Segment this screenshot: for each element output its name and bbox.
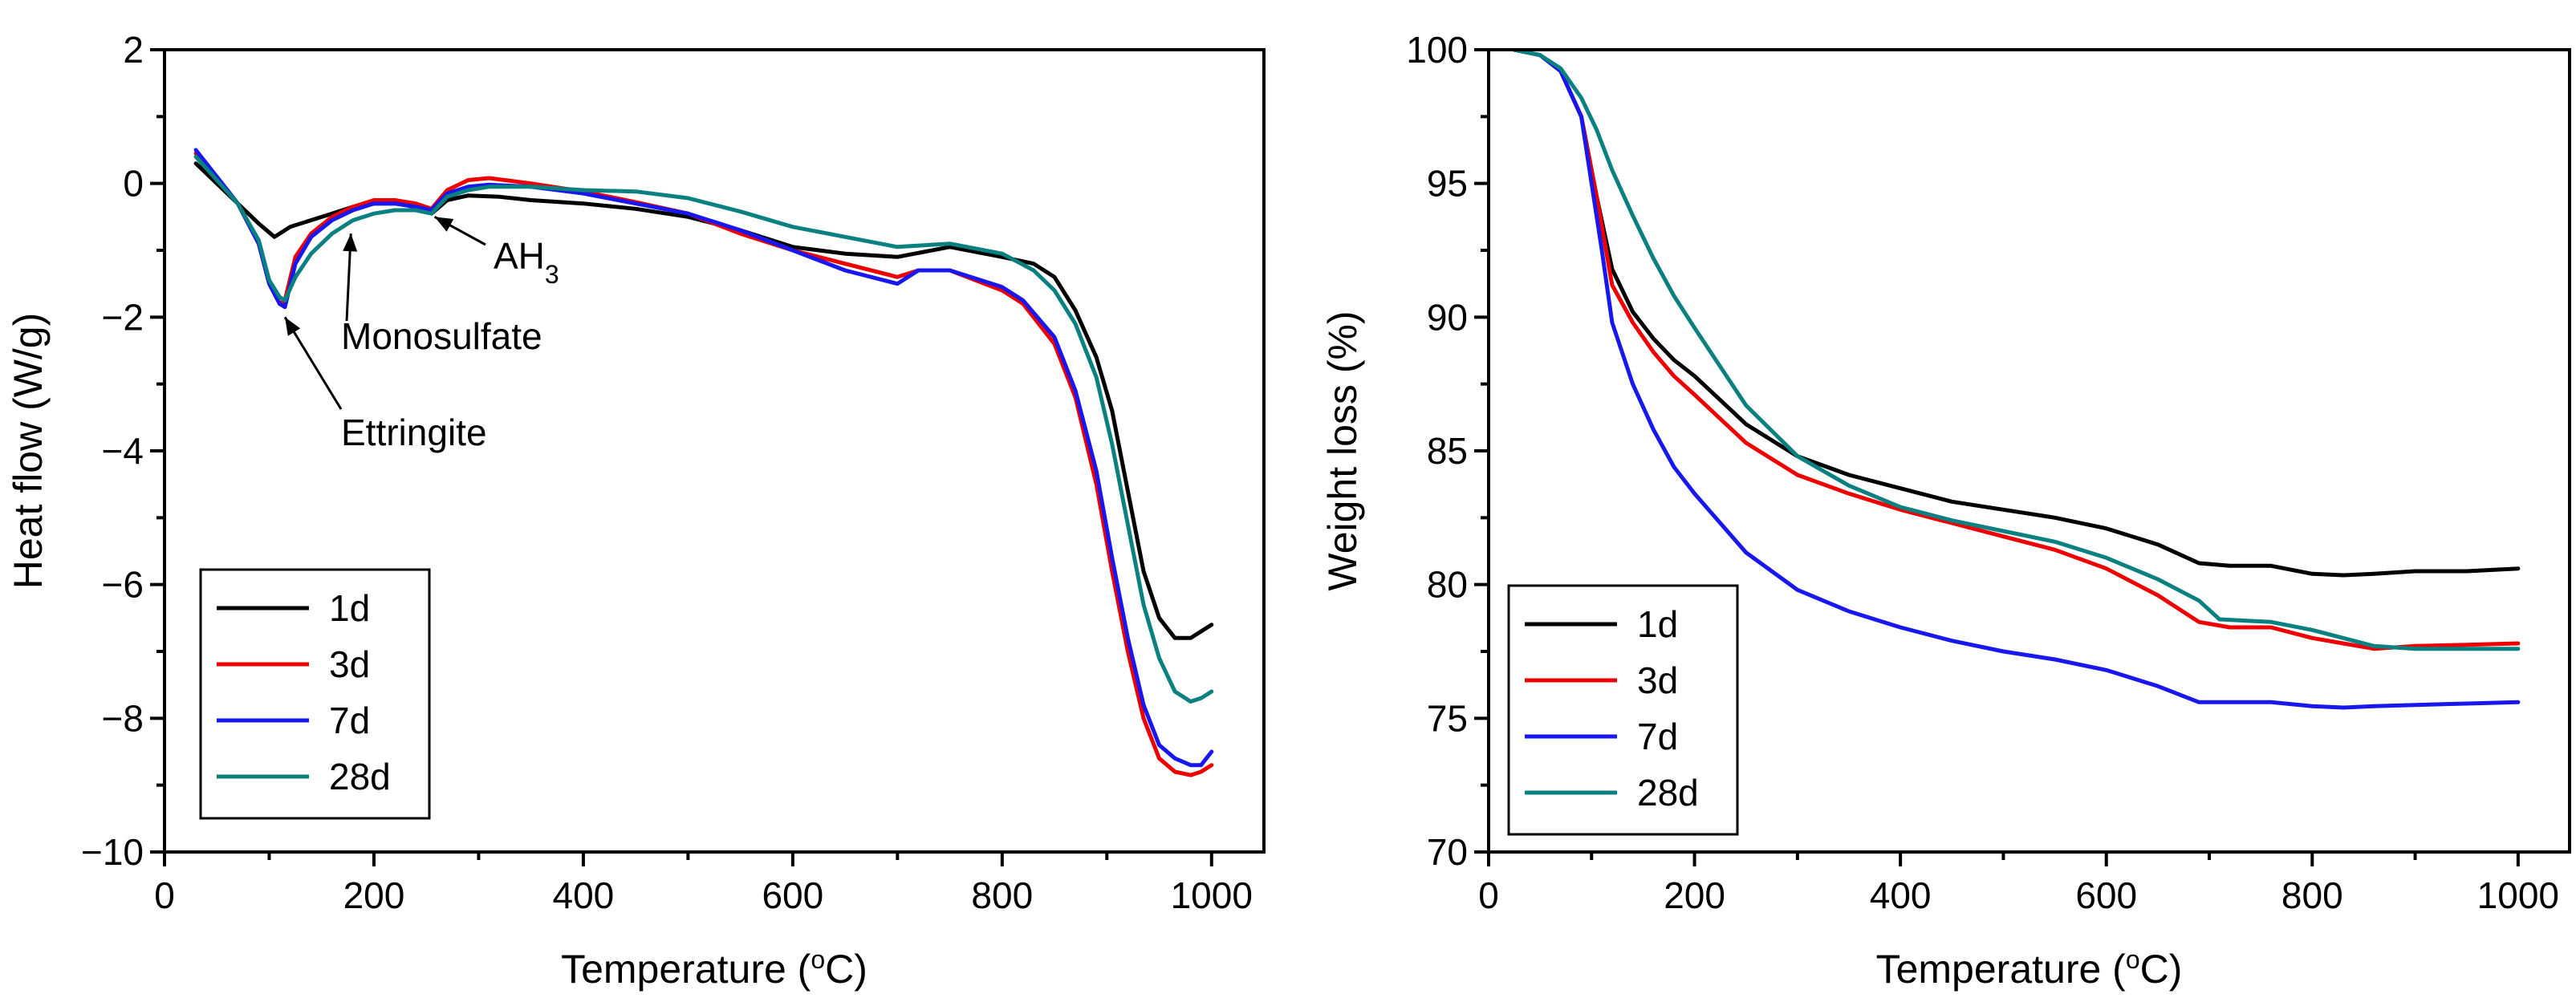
y-tick-label: 80	[1427, 564, 1468, 606]
x-axis-title-part: C)	[825, 947, 867, 992]
y-tick-label: −10	[81, 831, 144, 873]
x-tick-label: 200	[343, 874, 405, 916]
series-group	[193, 148, 1214, 777]
annotation-arrowhead	[285, 317, 301, 336]
y-tick-label: −2	[102, 296, 144, 338]
x-axis-title-sup: o	[2126, 945, 2140, 974]
legend-label-3d: 3d	[1637, 659, 1678, 701]
annotation-text: AH	[494, 235, 545, 277]
x-axis-title-sup: o	[811, 945, 825, 974]
y-tick-label: 100	[1406, 29, 1468, 71]
legend: 1d 3d 7d 28d	[1507, 584, 1739, 836]
legend-label-28d: 28d	[1637, 772, 1699, 813]
annotation-label: AH3	[494, 235, 559, 289]
y-tick-label: 90	[1427, 296, 1468, 338]
x-tick-label: 400	[1870, 874, 1932, 916]
x-axis-title: Temperature (oC)	[1876, 945, 2183, 992]
annotation-text: Monosulfate	[341, 315, 542, 357]
x-tick-label: 800	[971, 874, 1033, 916]
legend-label-7d: 7d	[1637, 716, 1678, 757]
annotation-arrow-line	[283, 316, 343, 410]
y-axis-title: Heat flow (W/g)	[6, 313, 51, 590]
x-tick-label: 200	[1664, 874, 1725, 916]
annotation-subscript: 3	[545, 260, 559, 289]
series-line-7d	[1512, 50, 2521, 710]
panel-2: 0 200 400 600 800 1000 100 95 90 85 80 75 70 Temperat…	[1320, 29, 2571, 992]
x-tick-label: 800	[2281, 874, 2343, 916]
y-tick-label: 2	[123, 29, 144, 71]
annotation-text: Ettringite	[341, 412, 487, 453]
legend: 1d 3d 7d 28d	[199, 568, 431, 820]
annotation-label: Ettringite	[341, 412, 487, 453]
x-axis-title: Temperature (oC)	[561, 945, 867, 992]
legend-label-1d: 1d	[329, 587, 370, 629]
y-tick-label: −6	[102, 564, 144, 606]
series-line-1d	[193, 161, 1214, 640]
legend-label-28d: 28d	[329, 756, 391, 797]
x-tick-label: 400	[553, 874, 615, 916]
y-axis-title: Weight loss (%)	[1320, 310, 1365, 590]
x-axis-title-part: C)	[2140, 947, 2183, 992]
series-line-3d	[1512, 50, 2521, 651]
x-axis-title-part: Temperature (	[1876, 947, 2127, 992]
x-tick-label: 0	[1478, 874, 1499, 916]
series-line-7d	[193, 148, 1214, 768]
y-tick-label: 85	[1427, 430, 1468, 472]
y-tick-label: 95	[1427, 163, 1468, 205]
series-group	[1512, 50, 2521, 710]
legend-label-7d: 7d	[329, 700, 370, 741]
y-tick-label: 75	[1427, 697, 1468, 739]
y-tick-label: −8	[102, 697, 144, 739]
legend-label-1d: 1d	[1637, 603, 1678, 645]
series-line-28d	[1512, 50, 2521, 651]
x-tick-label: 0	[154, 874, 175, 916]
y-tick-label: 70	[1427, 831, 1468, 873]
y-tick-label: −4	[102, 430, 144, 472]
x-tick-label: 1000	[1171, 874, 1253, 916]
annotation-arrowhead	[343, 233, 358, 252]
x-tick-label: 600	[762, 874, 823, 916]
x-axis-title-part: Temperature (	[561, 947, 811, 992]
x-tick-label: 600	[2075, 874, 2137, 916]
annotation-label: Monosulfate	[341, 315, 542, 357]
panel-1: 0 200 400 600 800 1000 2 0 −2 −4 −6 −8 −10 Temperatur…	[6, 29, 1266, 992]
x-tick-label: 1000	[2477, 874, 2559, 916]
y-tick-label: 0	[123, 163, 144, 205]
annotation-arrowhead	[434, 217, 454, 232]
legend-label-3d: 3d	[329, 643, 370, 685]
series-line-28d	[193, 154, 1214, 704]
